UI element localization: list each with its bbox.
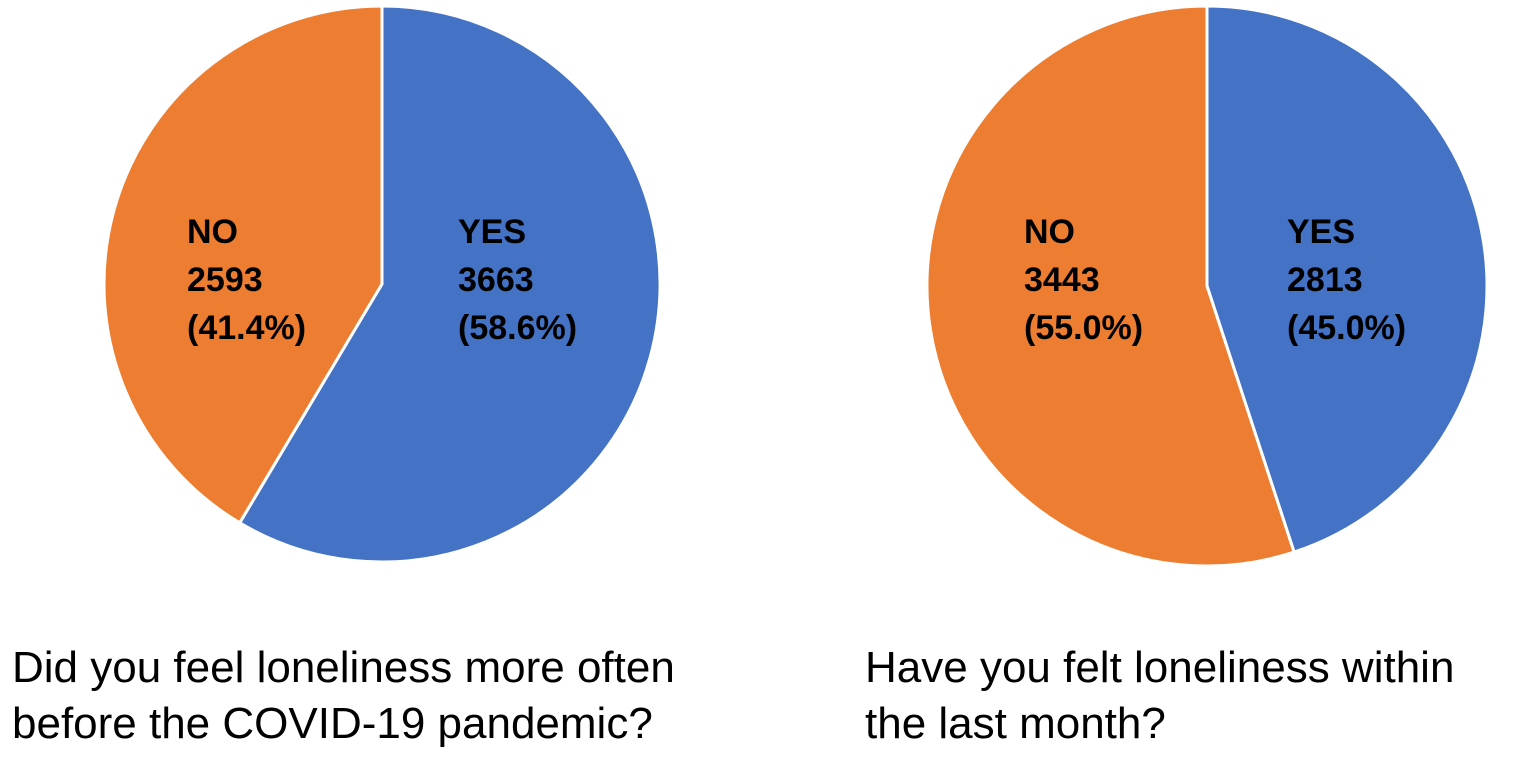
slice-label-yes: YES (458, 213, 526, 251)
slice-percent-yes: (45.0%) (1287, 309, 1406, 347)
pie-chart-1: YES 3663 (58.6%) NO 2593 (41.4%) (102, 4, 662, 564)
pie-chart-2: YES 2813 (45.0%) NO 3443 (55.0%) (925, 4, 1489, 568)
slice-value-no: 3443 (1024, 261, 1100, 299)
slice-label-no: NO (187, 213, 238, 251)
slice-percent-no: (41.4%) (187, 309, 306, 347)
pie-slice-no (925, 4, 1297, 568)
pie-charts: YES 3663 (58.6%) NO 2593 (41.4%) YES 2813 (45.0%… (102, 4, 1489, 568)
slice-value-yes: 2813 (1287, 261, 1363, 299)
slice-value-yes: 3663 (458, 261, 534, 299)
caption-right-line-1: Have you felt loneliness within (865, 643, 1455, 692)
slice-label-yes: YES (1287, 213, 1355, 251)
chart-caption-left: Did you feel loneliness more often befor… (12, 640, 675, 752)
pie-slice-no (102, 4, 384, 525)
slice-label-no: NO (1024, 213, 1075, 251)
pie-slice-yes (237, 4, 662, 564)
caption-left-line-1: Did you feel loneliness more often (12, 643, 675, 692)
slice-percent-yes: (58.6%) (458, 309, 577, 347)
caption-right-line-2: the last month? (865, 699, 1166, 748)
pie-slice-yes (1205, 4, 1489, 554)
slice-percent-no: (55.0%) (1024, 309, 1143, 347)
chart-caption-right: Have you felt loneliness within the last… (865, 640, 1454, 752)
caption-left-line-2: before the COVID-19 pandemic? (12, 699, 653, 748)
slice-value-no: 2593 (187, 261, 263, 299)
